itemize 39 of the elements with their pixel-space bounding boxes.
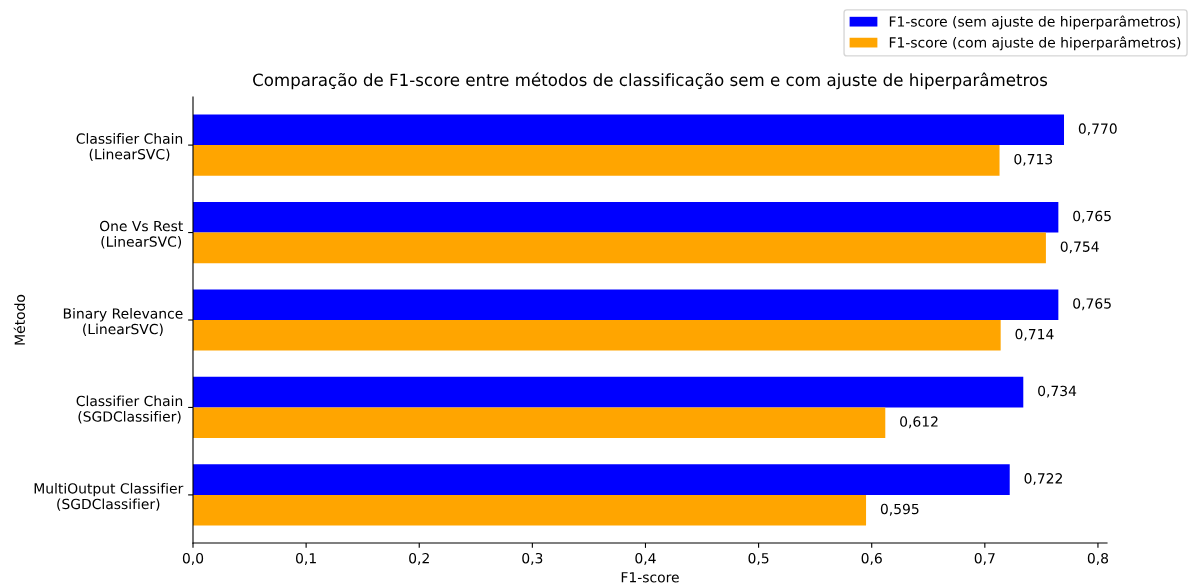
x-tick-label: 0,0: [182, 552, 204, 565]
data-label: 0,770: [1078, 123, 1117, 136]
y-tick-label: Classifier Chain (SGDClassifier): [76, 395, 183, 424]
chart-title: Comparação de F1-score entre métodos de classificação sem e com ajuste de hiperparâmetros: [253, 72, 1048, 90]
data-label: 0,765: [1073, 298, 1111, 311]
bar: [193, 320, 1001, 351]
y-tick-label: Binary Relevance (LinearSVC): [63, 308, 183, 336]
bar: [193, 145, 1000, 176]
y-tick-label: One Vs Rest (LinearSVC): [99, 220, 183, 249]
bar: [193, 376, 1024, 408]
y-axis-title: Método: [13, 294, 26, 345]
legend-label: F1-score (sem ajuste de hiperparâmetros): [889, 15, 1180, 30]
bar: [193, 114, 1065, 146]
x-tick-label: 0,1: [295, 552, 316, 565]
data-label: 0,734: [1038, 385, 1077, 398]
x-tick-label: 0,6: [861, 552, 882, 565]
data-label: 0,722: [1024, 473, 1062, 486]
y-tick-label: Classifier Chain (LinearSVC): [76, 133, 183, 162]
x-tick-label: 0,8: [1087, 552, 1109, 565]
data-label: 0,612: [900, 416, 938, 429]
bar: [193, 201, 1059, 233]
y-tick-label: MultiOutput Classifier (SGDClassifier): [34, 482, 184, 511]
x-tick-label: 0,5: [748, 552, 769, 565]
x-tick-label: 0,3: [522, 552, 543, 565]
bar: [193, 494, 867, 526]
data-label: 0,595: [880, 503, 919, 516]
x-tick-label: 0,7: [974, 552, 995, 565]
x-axis-title: F1-score: [621, 572, 679, 583]
x-tick-label: 0,2: [409, 552, 429, 565]
legend-label: F1-score (com ajuste de hiperparâmetros): [889, 36, 1181, 51]
bar: [193, 232, 1046, 264]
data-label: 0,714: [1015, 328, 1054, 341]
bar: [193, 407, 886, 439]
data-label: 0,765: [1073, 210, 1111, 223]
bar: [193, 464, 1010, 495]
x-tick-label: 0,4: [635, 552, 656, 565]
data-label: 0,754: [1060, 241, 1099, 254]
data-label: 0,713: [1014, 153, 1053, 166]
bar: [193, 289, 1059, 320]
